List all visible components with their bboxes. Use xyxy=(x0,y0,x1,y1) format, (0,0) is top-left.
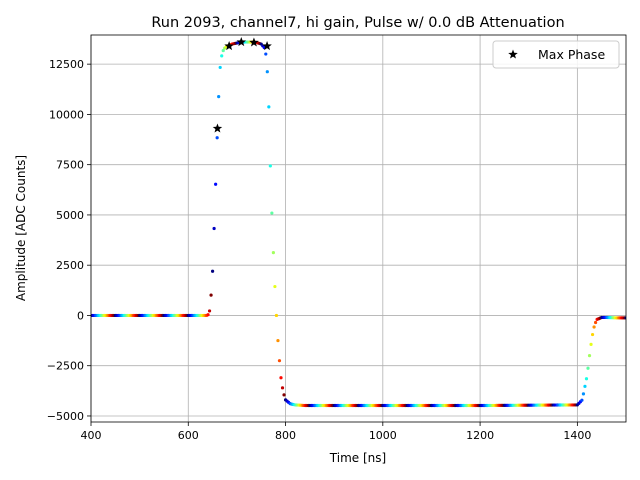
y-tick-label: −5000 xyxy=(47,410,84,423)
waveform-sample-dot xyxy=(594,320,598,325)
legend-star-icon xyxy=(508,49,518,59)
max-phase-star xyxy=(236,37,247,47)
waveform-sample-dot xyxy=(586,366,590,370)
x-axis-label: Time [ns] xyxy=(329,451,386,465)
waveform-sample-dot xyxy=(587,354,592,358)
waveform-sample-dot xyxy=(267,105,271,109)
max-phase-star xyxy=(212,123,223,133)
x-tick-label: 800 xyxy=(275,429,296,442)
y-tick-label: 12500 xyxy=(49,58,84,71)
plot-area xyxy=(91,37,626,408)
y-tick-label: 2500 xyxy=(56,259,84,272)
y-axis-label: Amplitude [ADC Counts] xyxy=(14,155,28,301)
y-tick-label: 10000 xyxy=(49,108,84,121)
y-tick-label: 0 xyxy=(77,309,84,322)
waveform-sample-dot xyxy=(279,376,283,380)
waveform-sample-dot xyxy=(264,52,268,56)
waveform-sample-dot xyxy=(270,211,274,215)
waveform-sample-dot xyxy=(214,182,218,186)
y-tick-label: 5000 xyxy=(56,209,84,222)
legend: Max Phase xyxy=(492,40,620,69)
waveform-sample-dot xyxy=(583,384,587,388)
waveform-sample-dot xyxy=(589,342,593,346)
waveform-sample-dot xyxy=(282,393,286,397)
x-axis-ticks: 400 600 800 1000 1200 1400 xyxy=(81,422,591,442)
waveform-sample-dot xyxy=(274,313,279,318)
waveform-sample-dot xyxy=(268,164,272,168)
waveform-sample-dot xyxy=(215,136,219,140)
waveform-sample-dot xyxy=(590,332,595,337)
max-phase-star xyxy=(249,37,259,47)
waveform-sample-dot xyxy=(581,392,586,396)
max-phase-markers xyxy=(212,37,272,133)
legend-box xyxy=(492,40,620,69)
waveform-sample-dot xyxy=(280,386,285,390)
waveform-sample-dot xyxy=(592,325,596,329)
waveform-sample-dot xyxy=(271,251,275,255)
x-tick-label: 1400 xyxy=(563,429,591,442)
waveform-sample-dot xyxy=(277,359,282,363)
waveform-sample-dot xyxy=(210,269,215,273)
waveform-sample-dot xyxy=(273,284,277,289)
legend-label: Max Phase xyxy=(538,47,605,62)
plot-frame xyxy=(90,34,627,423)
waveform-sample-dot xyxy=(209,293,213,297)
waveform-sample-dot xyxy=(206,313,210,317)
y-tick-label: 7500 xyxy=(56,159,84,172)
max-phase-star xyxy=(262,41,272,51)
max-phase-star xyxy=(224,41,234,51)
y-axis-ticks: −5000 −2500 0 2500 5000 7500 10000 12500 xyxy=(47,58,91,423)
waveform-sample-dot xyxy=(217,95,221,99)
waveform-sample-dot xyxy=(218,65,222,70)
waveform-sample-dot xyxy=(221,48,225,53)
waveform-sample-dot xyxy=(207,309,212,313)
x-tick-label: 1000 xyxy=(369,429,397,442)
waveform-sample-dot xyxy=(580,398,584,402)
x-tick-label: 1200 xyxy=(466,429,494,442)
waveform-sample-dot xyxy=(584,377,589,381)
chart-title: Run 2093, channel7, hi gain, Pulse w/ 0.… xyxy=(151,15,564,31)
waveform-sample-dot xyxy=(265,70,269,74)
waveform-sample-dot xyxy=(220,54,224,58)
y-tick-label: −2500 xyxy=(47,360,84,373)
x-tick-label: 400 xyxy=(81,429,102,442)
x-tick-label: 600 xyxy=(178,429,199,442)
waveform-sample-dot xyxy=(212,226,216,231)
waveform-sample-dot xyxy=(276,338,280,343)
